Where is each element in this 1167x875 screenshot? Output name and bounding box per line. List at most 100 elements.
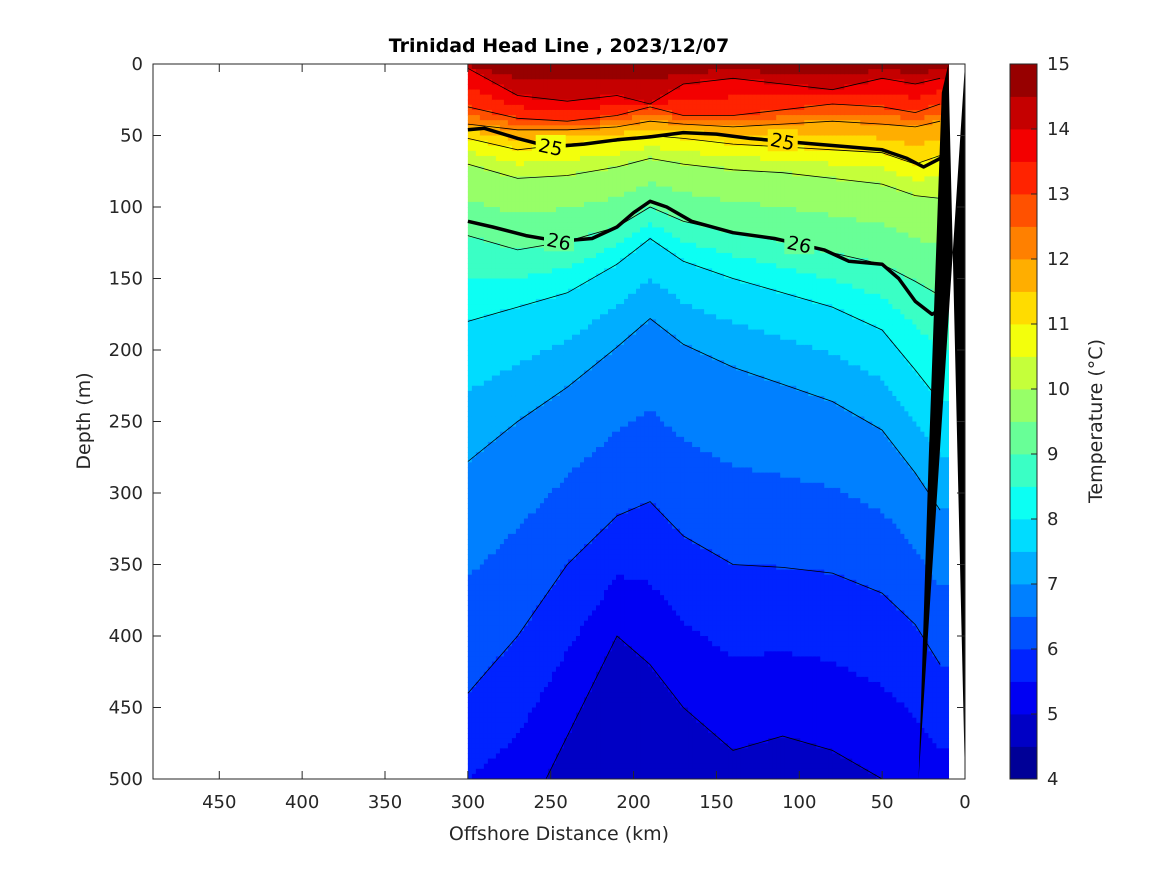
field-cell — [507, 324, 513, 331]
field-cell — [479, 237, 485, 244]
field-cell — [523, 656, 529, 663]
field-cell — [519, 569, 525, 576]
field-cell — [507, 584, 513, 591]
field-cell — [475, 370, 481, 377]
field-cell — [475, 743, 481, 749]
field-cell — [539, 661, 545, 668]
field-cell — [467, 487, 473, 494]
field-cell — [571, 74, 577, 80]
field-cell — [503, 768, 509, 775]
field-cell — [547, 283, 553, 290]
field-cell — [543, 743, 549, 749]
field-cell — [563, 181, 569, 188]
field-cell — [608, 309, 613, 315]
field-cell — [575, 273, 581, 280]
field-cell — [491, 293, 497, 300]
field-cell — [531, 411, 537, 417]
field-cell — [551, 707, 557, 714]
field-cell — [531, 207, 537, 213]
field-cell — [575, 462, 581, 469]
field-cell — [467, 467, 473, 474]
field-cell — [567, 666, 573, 673]
field-cell — [543, 620, 549, 627]
field-cell — [487, 380, 493, 387]
field-cell — [608, 416, 613, 423]
field-cell — [491, 278, 497, 285]
field-cell — [483, 171, 489, 177]
field-cell — [543, 166, 549, 172]
field-cell — [584, 150, 589, 157]
field-cell — [596, 247, 601, 254]
field-cell — [495, 421, 501, 428]
field-cell — [608, 421, 613, 428]
field-cell — [507, 186, 513, 193]
field-cell — [551, 702, 557, 709]
field-cell — [507, 615, 513, 622]
field-cell — [487, 467, 493, 474]
field-cell — [471, 452, 477, 458]
field-cell — [471, 309, 477, 315]
field-cell — [559, 636, 565, 642]
field-cell — [567, 145, 573, 152]
field-cell — [539, 753, 545, 760]
field-cell — [539, 743, 545, 749]
field-cell — [584, 687, 589, 693]
field-cell — [503, 523, 509, 530]
field-cell — [475, 610, 481, 617]
field-cell — [567, 574, 573, 581]
field-cell — [543, 217, 549, 223]
field-cell — [503, 201, 509, 208]
field-cell — [604, 252, 609, 259]
field-cell — [487, 707, 493, 714]
field-cell — [503, 344, 509, 351]
field-cell — [551, 360, 557, 366]
field-cell — [487, 564, 493, 571]
field-cell — [559, 288, 565, 295]
field-cell — [487, 641, 493, 647]
field-cell — [511, 304, 517, 310]
field-cell — [551, 687, 557, 693]
field-cell — [547, 554, 553, 560]
field-cell — [584, 441, 589, 448]
field-cell — [559, 462, 565, 469]
field-cell — [559, 109, 565, 116]
field-cell — [588, 115, 593, 121]
field-cell — [515, 298, 521, 305]
field-cell — [608, 94, 613, 101]
field-cell — [539, 656, 545, 663]
field-cell — [559, 707, 565, 714]
field-cell — [563, 773, 569, 779]
field-cell — [547, 263, 553, 269]
field-cell — [575, 115, 581, 121]
field-cell — [596, 549, 601, 555]
field-cell — [487, 595, 493, 601]
field-cell — [523, 109, 529, 116]
field-cell — [559, 273, 565, 280]
field-cell — [567, 605, 573, 612]
field-cell — [515, 646, 521, 652]
field-cell — [479, 242, 485, 249]
field-cell — [507, 549, 513, 555]
field-cell — [535, 498, 541, 504]
field-cell — [559, 625, 565, 632]
field-cell — [487, 692, 493, 698]
field-cell — [579, 263, 585, 269]
field-cell — [592, 738, 597, 744]
field-cell — [507, 493, 513, 499]
field-cell — [519, 457, 525, 463]
field-cell — [571, 426, 577, 433]
field-cell — [519, 768, 525, 775]
field-cell — [491, 145, 497, 152]
field-cell — [608, 477, 613, 484]
field-cell — [499, 79, 505, 86]
field-cell — [563, 452, 569, 458]
field-cell — [584, 298, 589, 305]
field-cell — [515, 191, 521, 198]
field-cell — [596, 401, 601, 407]
field-cell — [539, 99, 545, 106]
field-cell — [563, 620, 569, 627]
field-cell — [535, 763, 541, 770]
field-cell — [507, 288, 513, 295]
field-cell — [495, 186, 501, 193]
field-cell — [551, 64, 557, 70]
